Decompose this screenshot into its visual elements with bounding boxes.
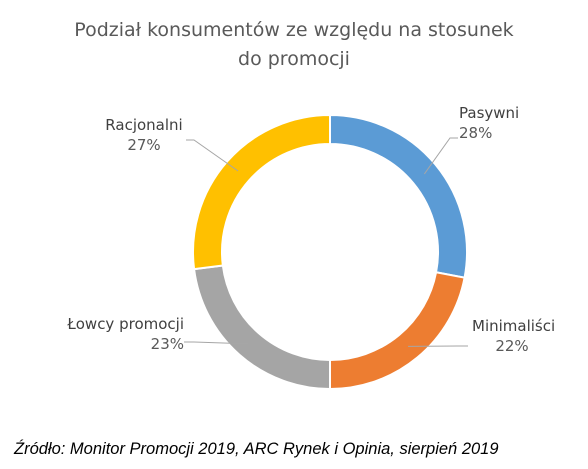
category-label: Minimaliści bbox=[472, 317, 556, 335]
slice-minimaliści bbox=[329, 271, 466, 391]
chart-title: Podział konsumentów ze względu na stosun… bbox=[74, 19, 514, 70]
label-lowcy-promocji: Łowcy promocji 23% bbox=[44, 314, 184, 354]
category-label: Łowcy promocji bbox=[67, 315, 184, 333]
leader-lines-group bbox=[184, 137, 468, 347]
label-racjonalni: Racjonalni 27% bbox=[94, 115, 194, 155]
leader-line bbox=[186, 139, 239, 172]
value-label: 27% bbox=[127, 136, 161, 154]
slice-racjonalni bbox=[192, 113, 331, 271]
value-label: 28% bbox=[459, 124, 493, 142]
slices-group bbox=[192, 113, 468, 391]
label-minimalisci: Minimaliści 22% bbox=[472, 316, 556, 356]
category-label: Pasywni bbox=[459, 104, 520, 122]
value-label: 22% bbox=[495, 337, 529, 355]
slice-łowcy-promocji bbox=[192, 264, 331, 391]
source-note: Źródło: Monitor Promocji 2019, ARC Rynek… bbox=[14, 440, 499, 458]
leader-line bbox=[423, 137, 458, 175]
label-pasywni: Pasywni 28% bbox=[459, 103, 519, 143]
leader-line bbox=[184, 341, 250, 345]
value-label: 23% bbox=[150, 335, 184, 353]
slice-pasywni bbox=[329, 113, 468, 279]
category-label: Racjonalni bbox=[105, 116, 183, 134]
